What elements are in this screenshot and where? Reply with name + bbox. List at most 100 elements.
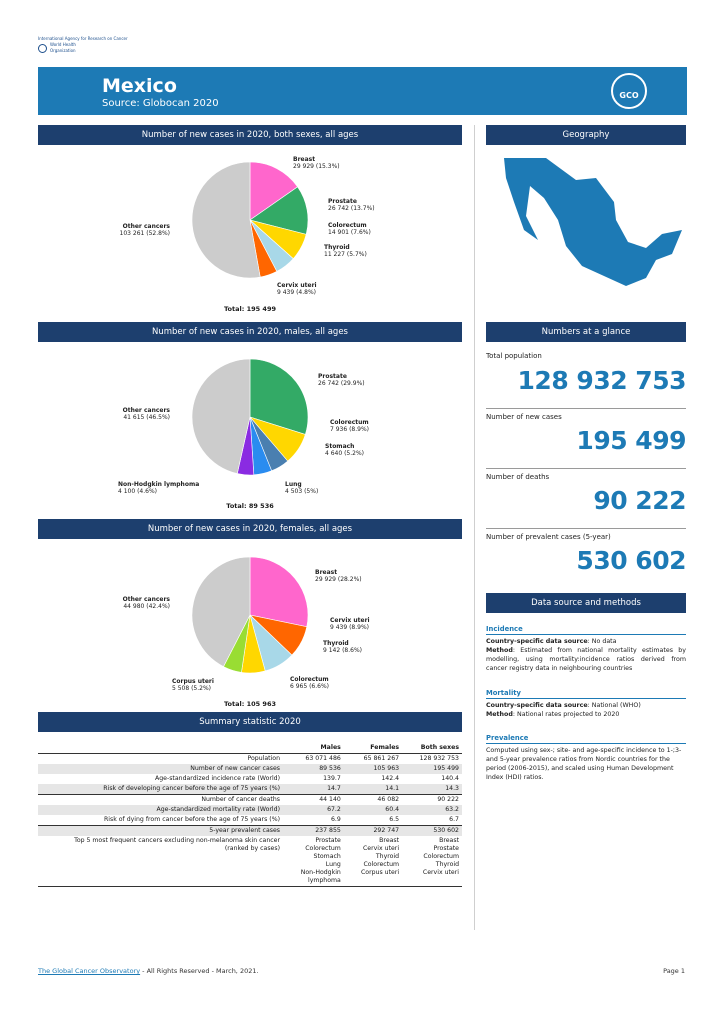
col-header-males: Males	[283, 743, 344, 754]
label-value: 103 261 (52.8%)	[119, 230, 170, 237]
row-label: Number of cancer deaths	[38, 794, 283, 805]
label-value: 9 439 (4.8%)	[277, 289, 317, 296]
incidence-source: Country-specific data source: No data	[486, 637, 686, 646]
label-name: Breast	[315, 569, 338, 576]
table-row: Number of cancer deaths 44 140 46 082 90 22…	[38, 794, 462, 805]
country-banner: Mexico Source: Globocan 2020 GCO	[38, 67, 687, 115]
label-value: 26 742 (13.7%)	[328, 205, 375, 212]
cell-value: 65 861 267	[363, 755, 400, 762]
cell-value: 6.7	[449, 816, 459, 823]
population-value: 128 932 753	[517, 366, 687, 395]
top5-item: Breast	[439, 837, 459, 844]
prevalence-section: Prevalence Computed using sex-; site- an…	[486, 734, 686, 782]
label-value: 5 508 (5.2%)	[172, 685, 212, 692]
row-label: 5-year prevalent cases	[38, 825, 283, 836]
table-row: Risk of dying from cancer before the age…	[38, 815, 462, 826]
label-value: 6 965 (6.6%)	[290, 683, 330, 690]
row-label: Risk of developing cancer before the age…	[38, 784, 283, 795]
pie-slice-breast	[249, 556, 309, 628]
label-value: 41 615 (46.5%)	[123, 414, 170, 421]
label-prostate: Prostate 26 742 (13.7%)	[328, 198, 375, 212]
top5-item: lymphoma	[307, 877, 341, 884]
label-name: Colorectum	[330, 419, 369, 426]
label-name: Corpus uteri	[172, 678, 214, 685]
cell-value: 63.2	[402, 805, 462, 815]
table-header-row: Males Females Both sexes	[38, 743, 462, 754]
cell-value: 139.7	[323, 775, 341, 782]
incidence-source-key: Country-specific data source	[486, 638, 588, 645]
mortality-method-value: : National rates projected to 2020	[512, 711, 620, 718]
top5-item: Cervix uteri	[422, 869, 459, 876]
top5-item: Thyroid	[435, 861, 459, 868]
label-value: 4 100 (4.6%)	[118, 488, 158, 495]
label-value: 9 439 (8.9%)	[330, 624, 370, 631]
label-value: 11 227 (5.7%)	[324, 251, 367, 258]
top5-item: Lung	[325, 861, 341, 868]
incidence-section: Incidence Country-specific data source: …	[486, 625, 686, 673]
geography-header: Geography	[486, 125, 686, 145]
cell-value: 140.4	[441, 775, 459, 782]
cell-value: 14.3	[402, 784, 462, 795]
label-value: 26 742 (29.9%)	[318, 380, 365, 387]
top5-item: Colorectum	[363, 861, 400, 868]
label-other: Other cancers 41 615 (46.5%)	[110, 407, 170, 421]
label-colorectum: Colorectum 7 936 (8.9%)	[330, 419, 369, 433]
label-name: Prostate	[328, 198, 357, 205]
pie-chart-females	[191, 556, 309, 674]
deaths-label: Number of deaths	[486, 473, 550, 481]
label-name: Non-Hodgkin lymphoma	[118, 481, 200, 488]
country-title: Mexico	[102, 75, 177, 97]
label-value: 7 936 (8.9%)	[330, 426, 370, 433]
label-nhl: Non-Hodgkin lymphoma 4 100 (4.6%)	[118, 481, 199, 495]
label-name: Breast	[293, 156, 316, 163]
cell-value: 46 082	[343, 794, 403, 805]
label-name: Colorectum	[328, 222, 367, 229]
label-name: Other cancers	[122, 407, 170, 414]
mortality-heading: Mortality	[486, 689, 686, 699]
col-header	[38, 743, 283, 754]
gco-logo-text: GCO	[619, 91, 639, 100]
pie-slice-prostate	[249, 358, 309, 435]
divider	[486, 528, 686, 529]
row-label: Age-standardized mortality rate (World)	[38, 805, 283, 815]
who-globe-icon	[38, 43, 47, 53]
label-name: Other cancers	[122, 596, 170, 603]
cell-value: 105 963	[343, 764, 403, 774]
pie-slice-other-cancers	[191, 161, 261, 279]
cell-value: 6.5	[389, 816, 400, 823]
incidence-source-value: : No data	[587, 638, 617, 645]
table-row: Number of new cancer cases 89 536 105 963 1…	[38, 764, 462, 774]
prevalent-label: Number of prevalent cases (5-year)	[486, 533, 611, 541]
label-breast: Breast 29 929 (28.2%)	[315, 569, 362, 583]
label-colorectum: Colorectum 14 901 (7.6%)	[328, 222, 371, 236]
top5-item: Thyroid	[375, 853, 400, 860]
pie-slice-breast	[249, 161, 298, 221]
top5-item: Colorectum	[423, 853, 459, 860]
iarc-who-logo: International Agency for Research on Can…	[38, 36, 128, 54]
gco-link[interactable]: The Global Cancer Observatory	[38, 967, 141, 975]
mexico-shape	[504, 158, 682, 286]
cell-value: 63 071 486	[305, 755, 341, 762]
top5-list: Breast Prostate Colorectum Thyroid Cervix ut…	[402, 836, 462, 887]
summary-table: Males Females Both sexes Population 63 07…	[38, 743, 462, 887]
label-name: Cervix uteri	[277, 282, 317, 289]
label-name: Lung	[285, 481, 302, 488]
incidence-method: Method: Estimated from national mortalit…	[486, 646, 686, 673]
total-females: Total: 105 963	[223, 700, 277, 708]
total-both: Total: 195 499	[223, 305, 277, 313]
mortality-source-key: Country-specific data source	[486, 702, 588, 709]
mortality-method-key: Method	[486, 711, 513, 718]
top5-item: Prostate	[433, 845, 460, 852]
label-value: 44 980 (42.4%)	[123, 603, 170, 610]
pie-slice-other-cancers	[191, 556, 251, 667]
who-name-1: World Health	[50, 42, 76, 47]
label-cervix: Cervix uteri 9 439 (4.8%)	[277, 282, 317, 296]
top5-item: Corpus uteri	[360, 869, 400, 876]
summary-header: Summary statistic 2020	[38, 712, 462, 732]
label-value: 9 142 (8.6%)	[323, 647, 363, 654]
cell-value: 89 536	[283, 764, 344, 774]
new-cases-value: 195 499	[576, 426, 686, 455]
cell-value: 14.1	[343, 784, 403, 795]
table-row: Population 63 071 486 65 861 267 128 932 75…	[38, 754, 462, 765]
mortality-method: Method: National rates projected to 2020	[486, 710, 686, 719]
